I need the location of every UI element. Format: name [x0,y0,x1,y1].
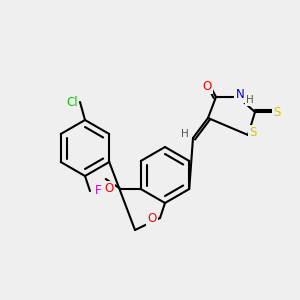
Text: S: S [273,106,281,118]
Text: H: H [246,95,254,105]
Text: S: S [249,127,257,140]
Text: O: O [147,212,157,224]
Text: Cl: Cl [66,95,78,109]
Text: O: O [104,182,113,196]
Text: N: N [236,88,244,101]
Text: O: O [202,80,211,92]
Text: H: H [181,129,189,139]
Text: F: F [95,184,101,197]
